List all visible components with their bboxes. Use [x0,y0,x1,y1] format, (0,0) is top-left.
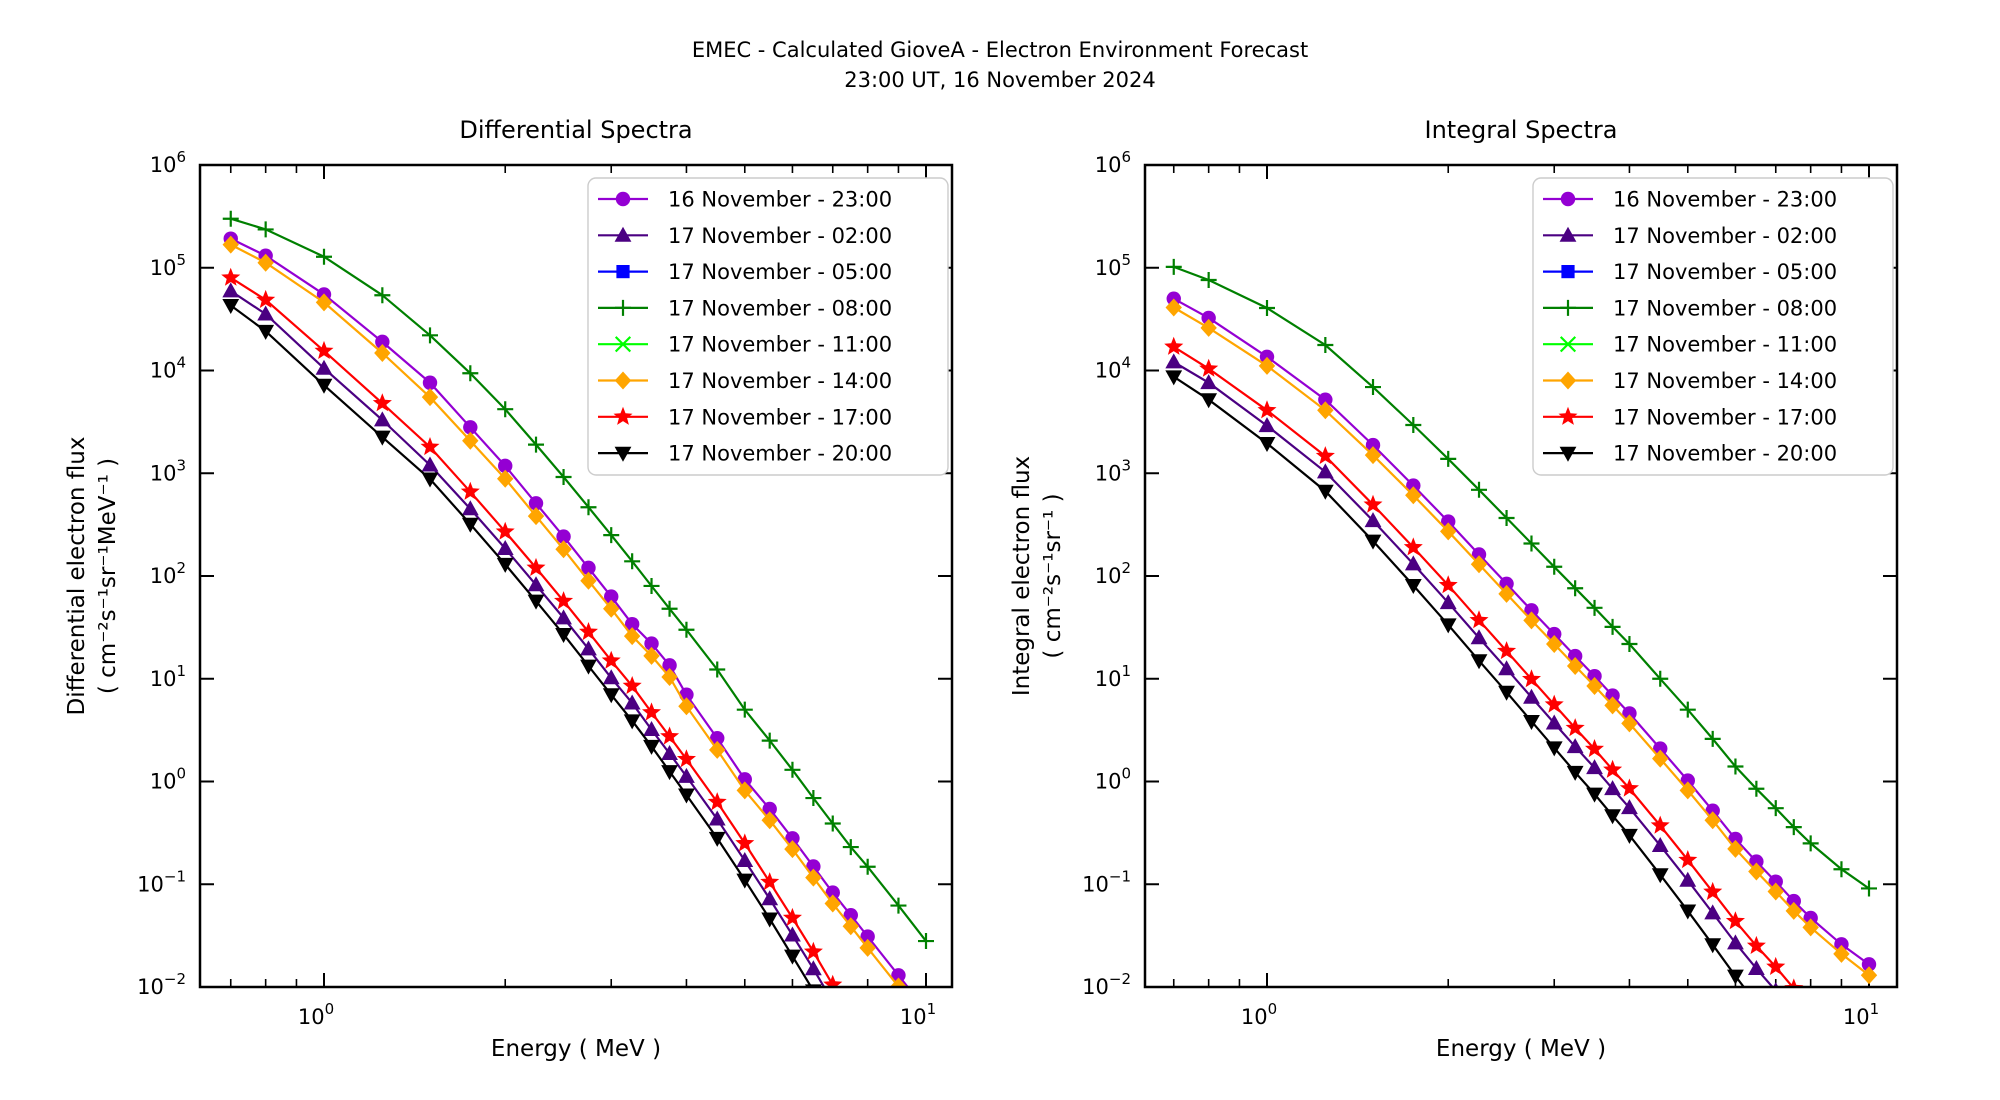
legend-label: 17 November - 08:00 [1613,296,1837,320]
y-tick-label: 100 [1095,765,1131,794]
legend-entry-17-november-08-00: 17 November - 08:00 [1543,296,1837,320]
legend-label: 16 November - 23:00 [668,188,892,212]
legend-entry-17-november-14-00: 17 November - 14:00 [598,369,892,393]
panel-integral: 106 105 104 103 102 101 100 10−1 10−2 100 101 16 No… [1082,148,1899,1029]
x-tick-label: 101 [1843,1000,1879,1029]
legend-entry-17-november-11-00: 17 November - 11:00 [1543,333,1837,357]
legend-label: 16 November - 23:00 [1613,188,1837,212]
y-axis-label-differential-line2: ( cm⁻²s⁻¹sr⁻¹MeV⁻¹ ) [95,457,121,695]
legend-entry-17-november-08-00: 17 November - 08:00 [598,296,892,320]
legend-label: 17 November - 17:00 [1613,405,1837,429]
legend-entry-16-november-23-00: 16 November - 23:00 [598,188,892,212]
plot-frame-differential [198,163,954,989]
legend-entry-17-november-11-00: 17 November - 11:00 [598,333,892,357]
legend-integral: 16 November - 23:00 17 November - 02:00 17… [1532,177,1894,476]
legend-label: 17 November - 05:00 [668,260,892,284]
curve-16-november-23-00 [1166,291,1877,972]
panel-differential: 106 105 104 103 102 101 100 10−1 10−2 100 101 16 No… [137,148,954,1029]
y-tick-label: 102 [150,559,186,588]
y-tick-label: 103 [150,456,186,485]
curve-17-november-14-00 [1165,298,1878,985]
curve-17-november-20-00 [1165,370,1746,987]
suptitle-line2: 23:00 UT, 16 November 2024 [844,68,1156,92]
x-tick-label: 101 [900,1000,936,1029]
legend-label: 17 November - 02:00 [1613,224,1837,248]
y-axis-label-integral: Integral electron flux ( cm⁻²s⁻¹sr⁻¹ ) [1007,456,1069,696]
x-tick-label: 100 [298,1000,334,1029]
y-axis-label-differential-line1: Differential electron flux [64,436,90,716]
legend-label: 17 November - 05:00 [1613,260,1837,284]
legend-entry-17-november-02-00: 17 November - 02:00 [598,224,892,248]
legend-label: 17 November - 02:00 [668,224,892,248]
legend-box [1532,177,1894,476]
curve-17-november-08-00 [222,210,934,950]
legend-entry-16-november-23-00: 16 November - 23:00 [1543,188,1837,212]
y-axis-label-integral-line1: Integral electron flux [1009,455,1035,697]
y-tick-label: 100 [150,765,186,794]
y-axis-label-differential: Differential electron flux ( cm⁻²s⁻¹sr⁻¹… [62,437,124,716]
y-tick-label: 105 [1095,251,1131,280]
suptitle-line1: EMEC - Calculated GioveA - Electron Envi… [691,38,1309,62]
legend-label: 17 November - 14:00 [668,369,892,393]
panel-title-integral: Integral Spectra [1424,116,1618,144]
curve-17-november-17-00 [221,267,843,987]
y-tick-label: 10−2 [1082,970,1131,999]
panel-title-differential: Differential Spectra [459,116,693,144]
curve-17-november-14-00 [222,235,907,987]
legend-entry-17-november-05-00: 17 November - 05:00 [1543,260,1837,284]
x-tick-label: 100 [1241,1000,1277,1029]
y-tick-label: 105 [150,251,186,280]
legend-entry-17-november-02-00: 17 November - 02:00 [1543,224,1837,248]
curve-17-november-17-00 [1164,336,1804,987]
legend-label: 17 November - 11:00 [1613,333,1837,357]
x-axis-label-differential: Energy ( MeV ) [490,1036,662,1062]
y-tick-label: 101 [1095,662,1131,691]
curve-17-november-02-00 [1165,353,1779,987]
legend-entry-17-november-05-00: 17 November - 05:00 [598,260,892,284]
legend-label: 17 November - 14:00 [1613,369,1837,393]
plot-frame-integral [1143,163,1899,989]
y-tick-label: 10−2 [137,970,186,999]
curve-17-november-08-00 [1165,258,1877,897]
legend-entry-17-november-20-00: 17 November - 20:00 [1543,442,1837,466]
y-tick-label: 106 [150,148,186,177]
y-tick-label: 104 [1095,354,1131,383]
y-tick-label: 10−1 [1082,867,1131,896]
legend-label: 17 November - 08:00 [668,296,892,320]
y-tick-label: 10−1 [137,867,186,896]
y-tick-label: 101 [150,662,186,691]
legend-entry-17-november-17-00: 17 November - 17:00 [1543,405,1837,429]
legend-box [587,177,949,476]
y-tick-label: 103 [1095,456,1131,485]
legend-entry-17-november-14-00: 17 November - 14:00 [1543,369,1837,393]
y-tick-label: 102 [1095,559,1131,588]
legend-label: 17 November - 11:00 [668,333,892,357]
legend-label: 17 November - 20:00 [1613,442,1837,466]
legend-label: 17 November - 17:00 [668,405,892,429]
y-axis-label-integral-line2: ( cm⁻²s⁻¹sr⁻¹ ) [1040,493,1066,659]
legend-label: 17 November - 20:00 [668,442,892,466]
curve-17-november-02-00 [222,282,826,987]
legend-entry-17-november-20-00: 17 November - 20:00 [598,442,892,466]
y-tick-label: 106 [1095,148,1131,177]
legend-differential: 16 November - 23:00 17 November - 02:00 17… [587,177,949,476]
x-axis-label-integral: Energy ( MeV ) [1435,1036,1607,1062]
legend-entry-17-november-17-00: 17 November - 17:00 [598,405,892,429]
y-tick-label: 104 [150,354,186,383]
